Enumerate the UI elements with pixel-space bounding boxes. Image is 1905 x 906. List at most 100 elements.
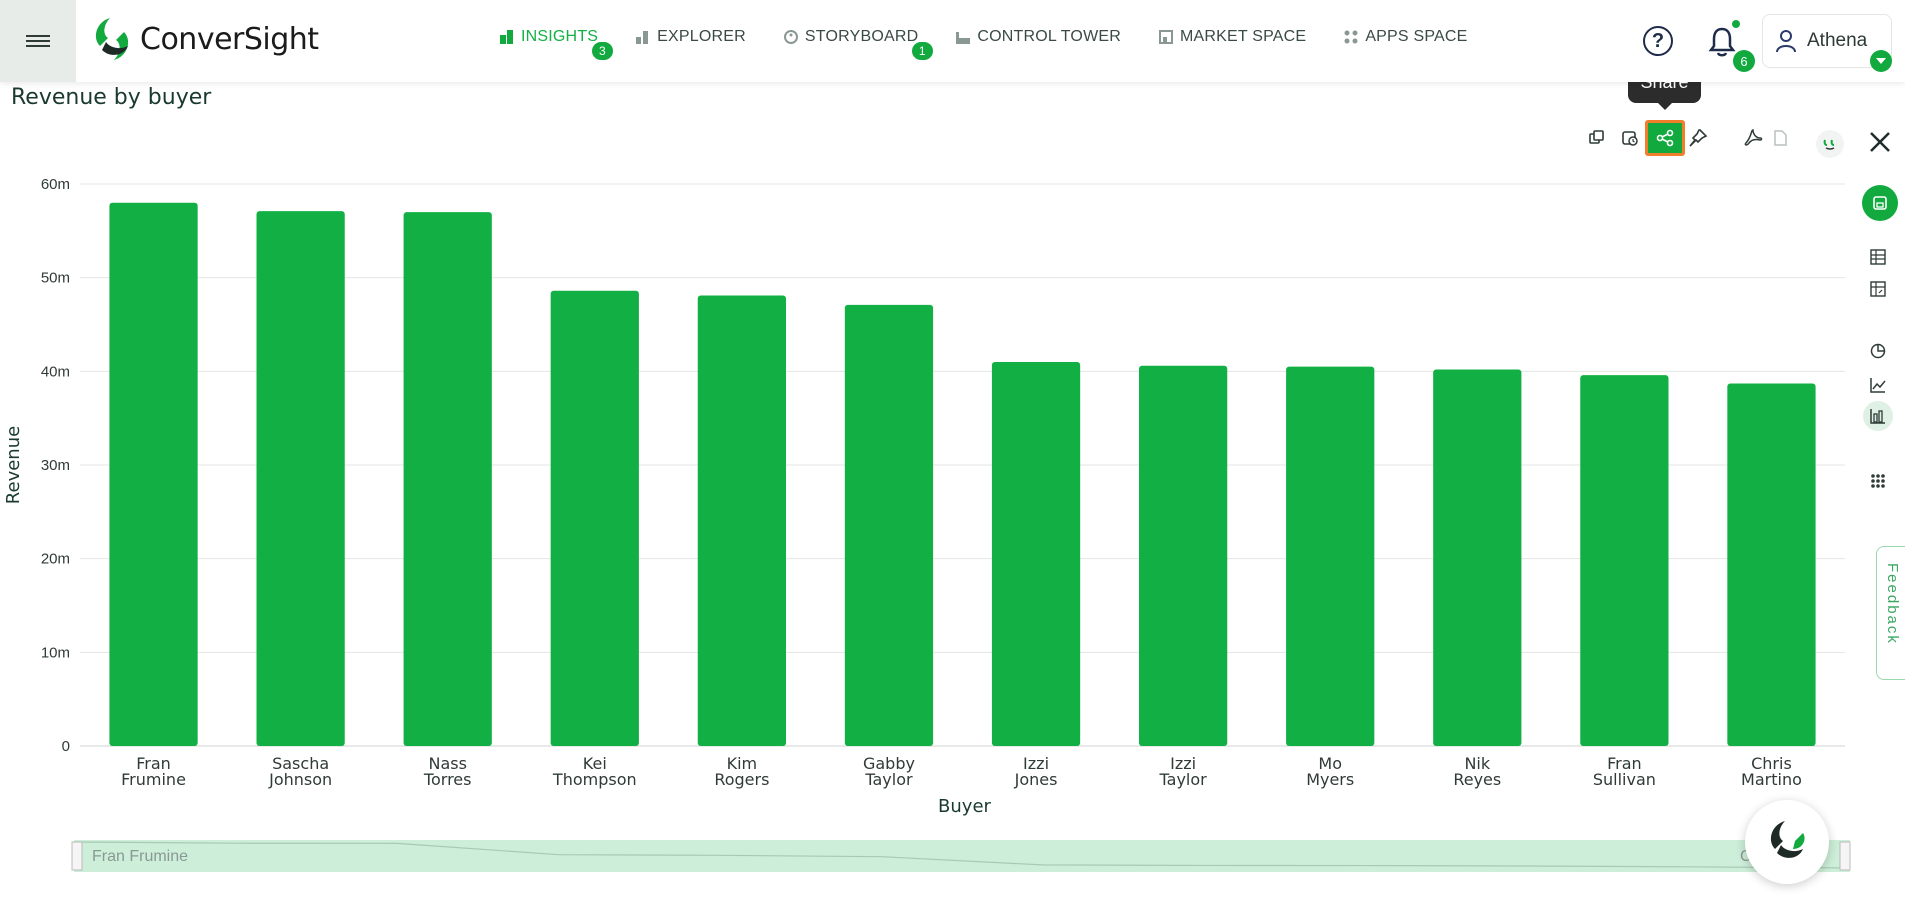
grid-dots-icon <box>1344 30 1358 44</box>
nav-item-explorer[interactable]: EXPLORER <box>636 28 746 46</box>
x-tick-label: Fran Sullivan <box>1593 754 1656 789</box>
bars <box>109 202 1816 747</box>
x-tick-label: Chris Martino <box>1741 754 1802 789</box>
y-tick-label: 10m <box>41 644 70 661</box>
user-name: Athena <box>1807 30 1868 51</box>
x-axis-title: Buyer <box>938 796 991 817</box>
save-icon[interactable] <box>1862 185 1898 221</box>
user-menu[interactable]: Athena <box>1762 14 1892 68</box>
palette-icon <box>783 30 798 44</box>
x-tick-label: Fran Frumine <box>121 754 186 789</box>
main-nav: INSIGHTS 3 EXPLORER STORYBOARD 1 CONTROL… <box>500 28 1506 60</box>
bar <box>1286 366 1375 746</box>
hamburger-menu-button[interactable] <box>0 0 76 82</box>
y-tick-label: 20m <box>41 551 70 568</box>
range-slider-left-handle[interactable] <box>71 841 83 871</box>
bar <box>1433 369 1522 746</box>
bar-chart-icon <box>500 30 514 44</box>
table-icon[interactable] <box>1860 241 1896 273</box>
nav-label: STORYBOARD <box>804 28 919 45</box>
bar <box>109 202 198 746</box>
x-tick-label: Gabby Taylor <box>863 754 915 789</box>
bar <box>697 295 786 746</box>
bar <box>1580 375 1669 746</box>
nav-label: INSIGHTS <box>521 28 599 45</box>
nav-item-market-space[interactable]: MARKET SPACE <box>1159 28 1306 46</box>
nav-badge: 1 <box>911 42 933 60</box>
more-grid-icon[interactable] <box>1860 465 1896 497</box>
range-slider-track[interactable] <box>74 840 1850 872</box>
page-title: Revenue by buyer <box>11 85 212 110</box>
x-tick-label: Sascha Johnson <box>268 754 332 789</box>
bar <box>550 290 639 746</box>
top-bar: ConverSight INSIGHTS 3 EXPLORER STORYBOA… <box>0 0 1905 82</box>
nav-label: APPS SPACE <box>1365 28 1468 45</box>
share-icon <box>1656 129 1674 147</box>
line-chart-icon[interactable] <box>1860 369 1896 401</box>
x-tick-label: Nik Reyes <box>1453 754 1501 789</box>
x-tick-label: Mo Myers <box>1306 754 1354 789</box>
bar <box>403 212 492 747</box>
document-icon[interactable] <box>1768 126 1792 150</box>
conversight-logo-icon <box>1770 821 1805 858</box>
pdf-icon[interactable] <box>1741 126 1765 150</box>
range-slider[interactable]: Fran Frumine Ch <box>71 840 1851 872</box>
x-tick-label: Kei Thompson <box>552 754 637 789</box>
bar <box>256 211 345 746</box>
store-icon <box>1159 30 1174 44</box>
bar <box>991 361 1081 746</box>
pin-icon[interactable] <box>1686 126 1710 150</box>
chevron-down-icon[interactable] <box>1870 50 1892 72</box>
pie-chart-icon[interactable] <box>1860 335 1896 367</box>
bar <box>844 304 934 746</box>
assistant-chat-button[interactable] <box>1745 800 1829 884</box>
y-tick-label: 60m <box>41 176 70 193</box>
factory-icon <box>956 30 971 44</box>
y-axis-title: Revenue <box>3 426 24 504</box>
revenue-bar-chart: 0 10m 20m 30m 40m 50m 60m Fran Frumine Sascha Joh… <box>3 176 1851 872</box>
bell-icon[interactable] <box>1707 26 1737 58</box>
x-tick-label: Izzi Jones <box>1014 754 1058 789</box>
copy-icon[interactable] <box>1585 126 1609 150</box>
close-icon[interactable] <box>1866 128 1894 156</box>
bar <box>1727 383 1816 746</box>
nav-label: EXPLORER <box>657 28 746 45</box>
y-tick-label: 40m <box>41 363 70 380</box>
notification-dot <box>1732 20 1740 28</box>
notification-count-badge: 6 <box>1733 50 1755 72</box>
range-slider-start-label: Fran Frumine <box>92 848 188 865</box>
nav-item-insights[interactable]: INSIGHTS 3 <box>500 28 613 60</box>
x-tick-label: Nass Torres <box>423 754 472 789</box>
conversight-logo-icon <box>95 18 129 60</box>
menu-icon <box>26 32 50 50</box>
nav-badge: 3 <box>592 42 613 60</box>
nav-label: CONTROL TOWER <box>977 28 1122 45</box>
x-tick-label: Izzi Taylor <box>1159 754 1208 789</box>
y-tick-label: 50m <box>41 270 70 287</box>
x-axis-ticks: Fran Frumine Sascha Johnson Nass Torres Kei Tho… <box>121 754 1802 789</box>
schedule-icon[interactable] <box>1618 126 1642 150</box>
pivot-table-icon[interactable] <box>1860 273 1896 305</box>
nav-item-storyboard[interactable]: STORYBOARD 1 <box>783 28 933 60</box>
range-slider-preview <box>73 841 1851 869</box>
share-button[interactable] <box>1645 120 1685 156</box>
nav-item-control-tower[interactable]: CONTROL TOWER <box>956 28 1121 46</box>
y-axis-ticks: 0 10m 20m 30m 40m 50m 60m <box>41 176 70 755</box>
bar <box>1139 365 1228 746</box>
nav-item-apps-space[interactable]: APPS SPACE <box>1344 28 1467 46</box>
brand-logo[interactable]: ConverSight <box>88 16 319 62</box>
x-tick-label: Kim Rogers <box>714 754 769 789</box>
chart-grid <box>80 183 1845 747</box>
feedback-label: Feedback <box>1884 563 1901 645</box>
feedback-tab[interactable]: Feedback <box>1876 546 1905 680</box>
bar-chart-icon[interactable] <box>1863 401 1893 431</box>
y-tick-label: 0 <box>62 738 70 755</box>
bar-small-icon <box>636 30 650 44</box>
brand-name: ConverSight <box>140 21 319 57</box>
help-icon[interactable]: ? <box>1643 26 1673 56</box>
quote-icon[interactable] <box>1816 130 1844 158</box>
nav-label: MARKET SPACE <box>1180 28 1307 45</box>
user-icon <box>1776 30 1796 53</box>
range-slider-right-handle[interactable] <box>1839 841 1851 871</box>
y-tick-label: 30m <box>41 457 70 474</box>
